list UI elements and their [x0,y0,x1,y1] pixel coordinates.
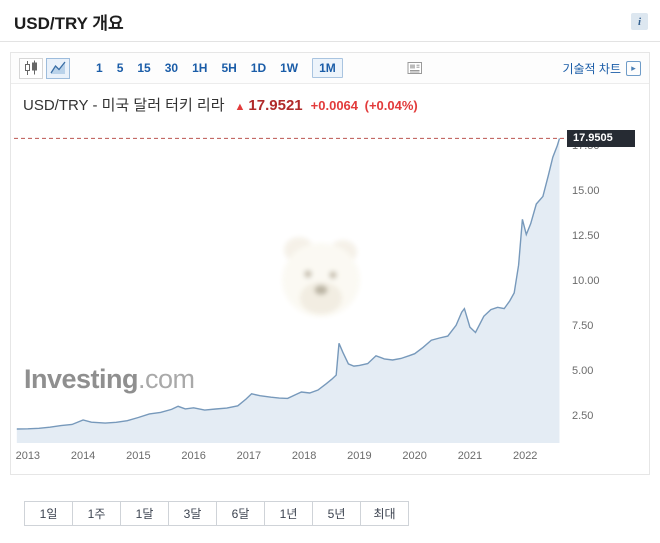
candlestick-chart-button[interactable] [19,57,43,79]
arrow-right-icon: ▸ [626,60,641,76]
y-axis-label: 12.50 [572,230,600,243]
x-axis-label: 2014 [70,450,96,462]
interval-group: 1 5 15 30 1H 5H 1D 1W 1M [89,58,347,78]
x-axis-label: 2021 [457,450,483,462]
period-1year[interactable]: 1년 [264,501,313,526]
chart-toolbar: 1 5 15 30 1H 5H 1D 1W 1M [11,53,649,84]
area-chart-icon [50,61,66,74]
interval-30[interactable]: 30 [164,61,179,75]
interval-1d[interactable]: 1D [250,61,267,75]
interval-5[interactable]: 5 [116,61,124,75]
watermark-bold: Investing [24,364,139,394]
x-axis-label: 2018 [291,450,317,462]
candlestick-icon [25,60,37,75]
y-axis-label: 7.50 [572,320,594,333]
y-axis-label: 15.00 [572,185,600,198]
y-axis-label: 5.00 [572,365,594,378]
period-5year[interactable]: 5년 [312,501,361,526]
x-axis-label: 2019 [347,450,372,462]
interval-1[interactable]: 1 [96,61,103,75]
page-header: USD/TRY 개요 i [0,0,660,42]
watermark-light: .com [138,364,195,394]
last-price-tag: 17.9505 [567,129,635,147]
y-axis-label: 2.50 [572,410,594,423]
change-percent: (+0.04%) [364,98,418,113]
y-axis-label: 10.00 [572,275,600,288]
up-arrow-icon: ▲ [234,101,246,113]
x-axis-label: 2017 [236,450,262,462]
chart-area[interactable]: Investing.com [11,118,649,474]
period-selector: 1일 1주 1달 3달 6달 1년 5년 최대 [24,501,660,526]
period-max[interactable]: 최대 [360,501,409,526]
dog-face-graphic [282,237,360,317]
interval-15[interactable]: 15 [137,61,151,75]
quote-header: USD/TRY - 미국 달러 터키 리라 ▲ 17.9521 +0.0064 … [11,84,649,118]
technical-chart-label: 기술적 차트 [562,61,621,76]
technical-chart-link[interactable]: 기술적 차트 ▸ [562,60,641,77]
investing-watermark: Investing.com [24,364,195,395]
news-button[interactable] [401,60,429,76]
info-icon[interactable]: i [631,13,648,30]
instrument-name: USD/TRY - 미국 달러 터키 리라 [23,97,225,114]
period-1day[interactable]: 1일 [24,501,73,526]
period-6month[interactable]: 6달 [216,501,265,526]
change-value: +0.0064 [310,98,359,113]
x-axis-label: 2013 [15,450,41,462]
interval-1m[interactable]: 1M [312,58,343,78]
dog-face-overlay-image [275,231,367,326]
x-axis-label: 2016 [181,450,206,462]
last-price: 17.9521 [248,97,303,114]
x-axis-label: 2015 [126,450,151,462]
news-icon [407,62,422,74]
interval-5h[interactable]: 5H [221,61,237,75]
period-1week[interactable]: 1주 [72,501,121,526]
price-change: +0.0064 (+0.04%) [311,98,421,113]
chart-widget: 1 5 15 30 1H 5H 1D 1W 1M [10,52,650,475]
interval-1w[interactable]: 1W [280,61,299,75]
period-1month[interactable]: 1달 [120,501,169,526]
area-chart-button[interactable] [46,57,70,79]
x-axis-label: 2022 [512,450,538,462]
page-title: USD/TRY 개요 [14,14,124,33]
x-axis-label: 2020 [402,450,427,462]
interval-1h[interactable]: 1H [192,61,208,75]
period-3month[interactable]: 3달 [168,501,217,526]
price-area-chart[interactable] [11,118,647,474]
